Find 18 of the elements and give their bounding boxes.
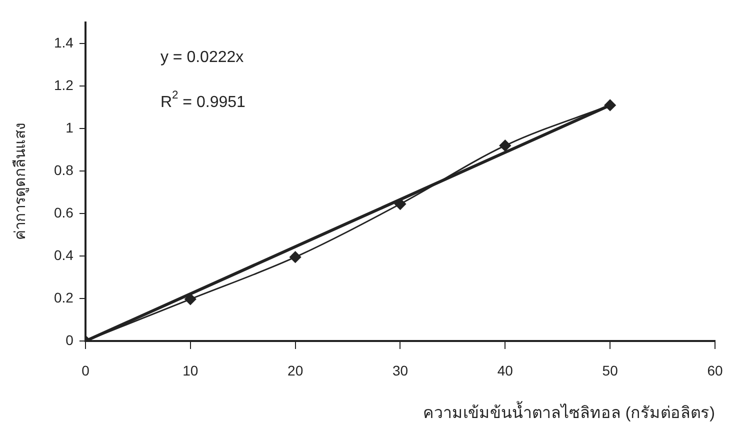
x-tick-label: 60 bbox=[707, 362, 723, 378]
y-tick-label: 0.2 bbox=[54, 289, 74, 306]
x-tick-label: 0 bbox=[82, 362, 90, 378]
x-tick-label: 20 bbox=[288, 362, 304, 378]
annotation: y = 0.0222x bbox=[160, 48, 244, 66]
x-tick-label: 10 bbox=[182, 362, 198, 378]
y-tick-label: 0.8 bbox=[54, 162, 74, 178]
y-axis-title: ค่าการดูดกลืนแสง bbox=[12, 123, 30, 240]
y-tick-label: 1.2 bbox=[54, 76, 74, 93]
y-tick-label: 1 bbox=[66, 119, 74, 136]
x-axis-title: ความเข้มข้นน้ำตาลไซลิทอล (กรัมต่อลิตร) bbox=[422, 400, 715, 422]
x-tick-label: 30 bbox=[392, 362, 408, 378]
y-tick-label: 0 bbox=[66, 332, 74, 348]
y-tick-label: 0.4 bbox=[54, 246, 74, 263]
x-tick-label: 40 bbox=[497, 362, 514, 378]
y-tick-label: 0.6 bbox=[54, 204, 74, 220]
x-tick-label: 50 bbox=[602, 362, 618, 378]
y-tick-label: 1.4 bbox=[54, 34, 74, 50]
